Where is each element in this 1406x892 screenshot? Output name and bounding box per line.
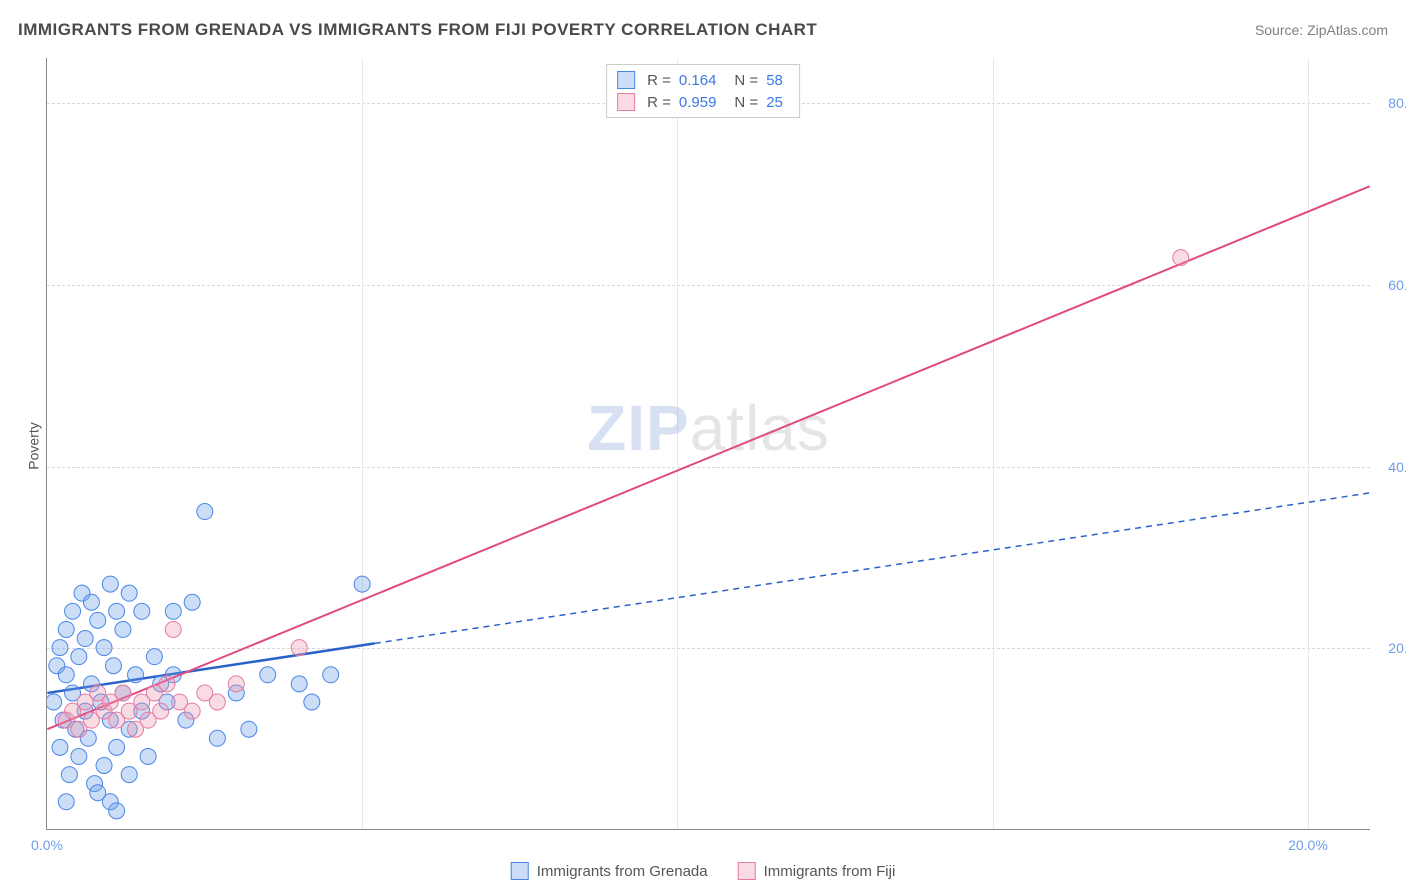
data-point-fiji <box>209 694 225 710</box>
data-point-grenada <box>102 576 118 592</box>
data-point-fiji <box>291 640 307 656</box>
chart-svg <box>47 58 1370 829</box>
data-point-grenada <box>134 603 150 619</box>
data-point-fiji <box>1173 250 1189 266</box>
legend-r-label: R = <box>647 72 671 89</box>
legend-top-row-grenada: R = 0.164 N = 58 <box>617 69 789 91</box>
data-point-grenada <box>241 721 257 737</box>
legend-r-value: 0.164 <box>679 72 717 89</box>
trend-line-dashed-grenada <box>375 493 1370 643</box>
data-point-grenada <box>83 594 99 610</box>
data-point-grenada <box>71 748 87 764</box>
data-point-grenada <box>197 504 213 520</box>
data-point-fiji <box>184 703 200 719</box>
chart-title: IMMIGRANTS FROM GRENADA VS IMMIGRANTS FR… <box>18 20 817 40</box>
legend-top-row-fiji: R = 0.959 N = 25 <box>617 91 789 113</box>
y-tick-label: 60.0% <box>1378 277 1406 293</box>
data-point-grenada <box>90 785 106 801</box>
trend-line-fiji <box>47 186 1369 729</box>
data-point-grenada <box>121 585 137 601</box>
data-point-grenada <box>323 667 339 683</box>
x-tick-label: 20.0% <box>1288 837 1328 853</box>
data-point-grenada <box>128 667 144 683</box>
y-tick-label: 40.0% <box>1378 459 1406 475</box>
data-point-grenada <box>109 603 125 619</box>
data-point-fiji <box>228 676 244 692</box>
data-point-grenada <box>354 576 370 592</box>
data-point-grenada <box>47 694 62 710</box>
data-point-grenada <box>58 667 74 683</box>
y-tick-label: 20.0% <box>1378 640 1406 656</box>
data-point-grenada <box>184 594 200 610</box>
legend-n-value: 25 <box>766 94 783 111</box>
legend-n-label: N = <box>734 72 758 89</box>
legend-n-value: 58 <box>766 72 783 89</box>
source-label: Source: ZipAtlas.com <box>1255 22 1388 38</box>
data-point-grenada <box>52 640 68 656</box>
data-point-grenada <box>304 694 320 710</box>
data-point-grenada <box>115 621 131 637</box>
y-tick-label: 80.0% <box>1378 95 1406 111</box>
data-point-grenada <box>109 803 125 819</box>
data-point-grenada <box>96 758 112 774</box>
legend-r-value: 0.959 <box>679 94 717 111</box>
legend-series-label: Immigrants from Fiji <box>764 863 896 880</box>
data-point-grenada <box>52 739 68 755</box>
data-point-grenada <box>105 658 121 674</box>
data-point-grenada <box>71 649 87 665</box>
legend-n-label: N = <box>734 94 758 111</box>
legend-top: R = 0.164 N = 58 R = 0.959 N = 25 <box>606 64 800 118</box>
data-point-grenada <box>77 631 93 647</box>
data-point-grenada <box>146 649 162 665</box>
data-point-grenada <box>61 767 77 783</box>
legend-swatch-icon <box>617 71 635 89</box>
data-point-grenada <box>109 739 125 755</box>
data-point-grenada <box>96 640 112 656</box>
data-point-grenada <box>260 667 276 683</box>
data-point-fiji <box>115 685 131 701</box>
legend-r-label: R = <box>647 94 671 111</box>
data-point-grenada <box>209 730 225 746</box>
legend-bottom-item-fiji: Immigrants from Fiji <box>738 862 896 880</box>
data-point-fiji <box>159 676 175 692</box>
legend-series-label: Immigrants from Grenada <box>537 863 708 880</box>
data-point-grenada <box>140 748 156 764</box>
data-point-grenada <box>65 603 81 619</box>
legend-bottom: Immigrants from Grenada Immigrants from F… <box>511 862 896 880</box>
data-point-fiji <box>165 621 181 637</box>
x-tick-label: 0.0% <box>31 837 63 853</box>
data-point-fiji <box>153 703 169 719</box>
data-point-grenada <box>58 621 74 637</box>
data-point-grenada <box>90 612 106 628</box>
legend-swatch-icon <box>511 862 529 880</box>
plot-area: ZIPatlas 20.0%40.0%60.0%80.0%0.0%20.0% <box>46 58 1370 830</box>
legend-bottom-item-grenada: Immigrants from Grenada <box>511 862 708 880</box>
legend-swatch-icon <box>617 93 635 111</box>
data-point-grenada <box>58 794 74 810</box>
legend-swatch-icon <box>738 862 756 880</box>
data-point-grenada <box>121 767 137 783</box>
data-point-grenada <box>291 676 307 692</box>
data-point-grenada <box>165 603 181 619</box>
y-axis-title: Poverty <box>26 422 42 469</box>
